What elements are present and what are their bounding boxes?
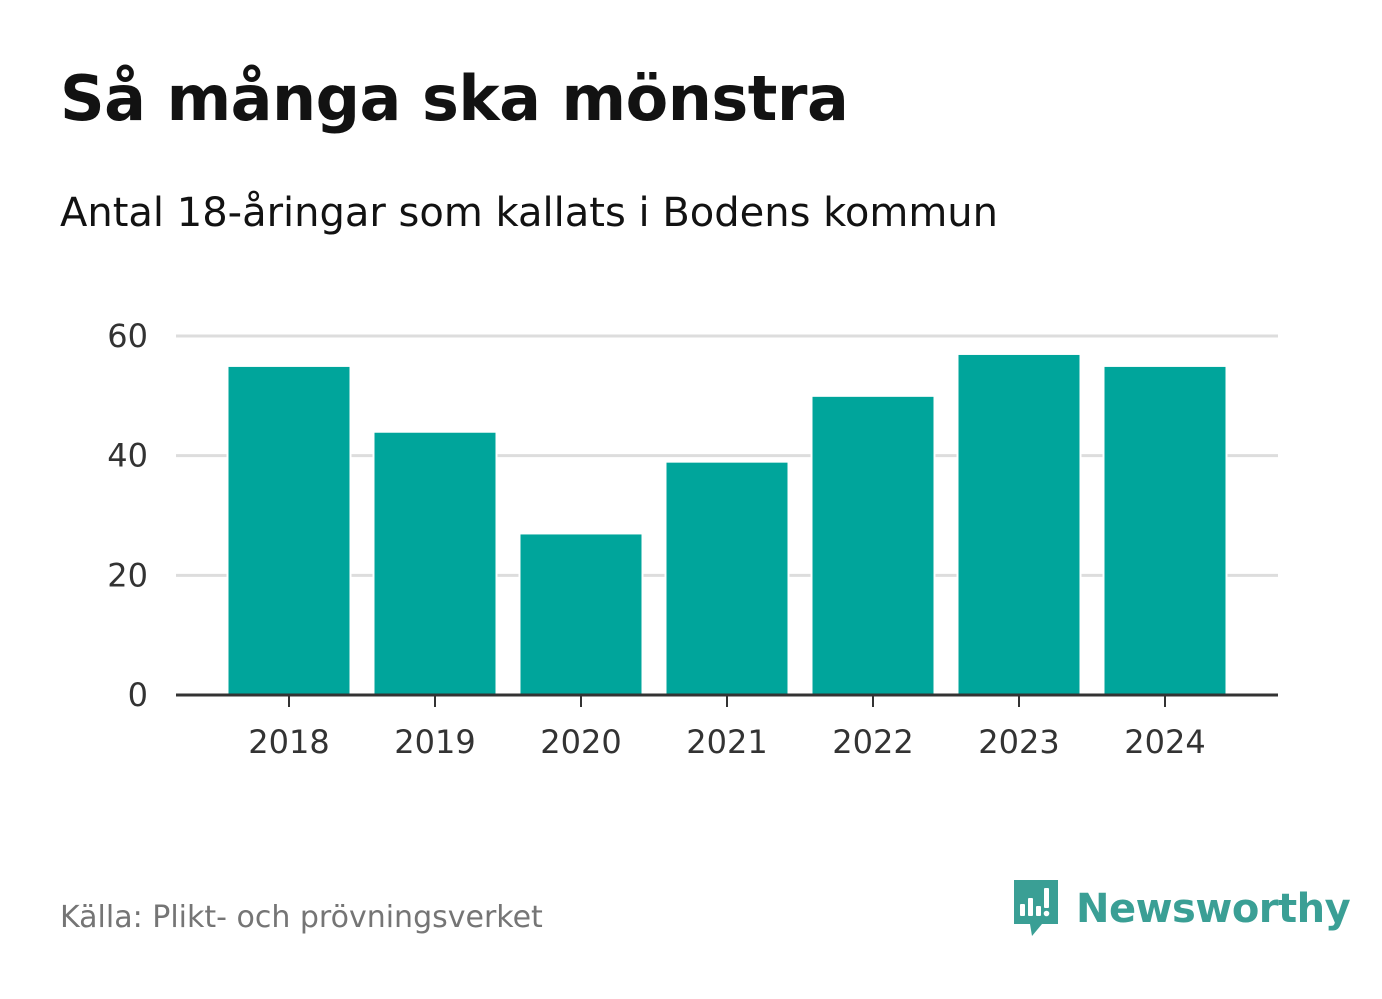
x-tick-label: 2020 bbox=[540, 723, 621, 761]
bar-2023[interactable] bbox=[956, 352, 1082, 696]
bar-chart: 0 20 40 60 2018 2019 2020 2021 2022 2023 2024 bbox=[107, 317, 1278, 761]
bar-2022[interactable] bbox=[810, 394, 936, 696]
x-tick-label: 2023 bbox=[978, 723, 1059, 761]
chart-subtitle: Antal 18-åringar som kallats i Bodens ko… bbox=[60, 190, 998, 236]
newsworthy-logo-icon bbox=[1014, 880, 1058, 936]
bar-2019[interactable] bbox=[372, 430, 498, 696]
brand-name: Newsworthy bbox=[1076, 886, 1351, 932]
x-tick-label: 2022 bbox=[832, 723, 913, 761]
y-tick-label: 20 bbox=[107, 556, 148, 594]
bar-2024[interactable] bbox=[1102, 364, 1228, 696]
x-tick-label: 2024 bbox=[1124, 723, 1205, 761]
y-tick-label: 40 bbox=[107, 437, 148, 475]
x-tick-label: 2019 bbox=[394, 723, 475, 761]
x-axis-ticks: 2018 2019 2020 2021 2022 2023 2024 bbox=[248, 695, 1206, 761]
bar-2020[interactable] bbox=[518, 532, 644, 697]
y-tick-label: 60 bbox=[107, 317, 148, 355]
bar-2021[interactable] bbox=[664, 460, 790, 696]
brand-logo[interactable]: Newsworthy bbox=[1010, 878, 1351, 940]
x-tick-label: 2018 bbox=[248, 723, 329, 761]
bars bbox=[226, 352, 1228, 697]
chart-title: Så många ska mönstra bbox=[60, 62, 849, 135]
x-tick-label: 2021 bbox=[686, 723, 767, 761]
y-tick-label: 0 bbox=[128, 676, 148, 714]
source-note: Källa: Plikt- och prövningsverket bbox=[60, 900, 543, 935]
bar-2018[interactable] bbox=[226, 364, 352, 696]
y-axis-ticks: 0 20 40 60 bbox=[107, 317, 148, 714]
